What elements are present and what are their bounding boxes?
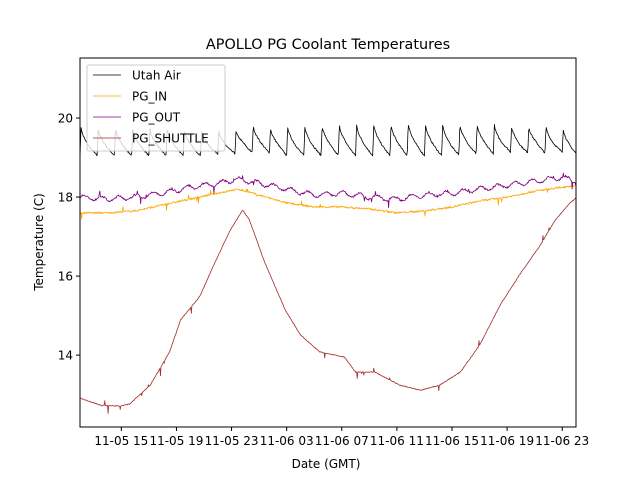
y-tick-label: 18 [58,191,73,205]
legend-label: PG_IN [132,90,167,104]
chart-title: APOLLO PG Coolant Temperatures [206,37,450,53]
y-tick-label: 16 [58,270,73,284]
y-axis: 14 16 18 20 [58,112,80,363]
series-line-pg-out [80,172,576,209]
legend-box [86,64,226,152]
series-line-pg-in [80,184,576,220]
x-tick-label: 11-06 07 [315,434,369,448]
plot-frame [79,57,577,428]
y-tick-label: 20 [58,112,73,126]
x-tick-label: 11-06 03 [260,434,314,448]
x-axis-label: Date (GMT) [292,457,361,471]
series-line-utah-air [80,124,576,159]
x-tick-label: 11-06 19 [480,434,534,448]
series-line-pg-shuttle [80,197,576,414]
x-tick-label: 11-06 23 [535,434,589,448]
legend: Utah Air PG_IN PG_OUT PG_SHUTTLE [86,64,226,152]
x-tick-label: 11-06 11 [370,434,424,448]
x-axis: 11-05 15 11-05 19 11-05 23 11-06 03 11-06 07… [94,427,589,448]
x-tick-label: 11-05 19 [149,434,203,448]
y-axis-label: Temperature (C) [32,193,46,292]
series-layer [80,124,576,414]
y-tick-label: 14 [58,349,73,363]
legend-label: PG_SHUTTLE [132,132,209,146]
legend-label: Utah Air [132,69,181,83]
x-tick-label: 11-05 23 [205,434,259,448]
x-tick-label: 11-05 15 [94,434,148,448]
x-tick-label: 11-06 15 [425,434,479,448]
legend-label: PG_OUT [132,111,181,125]
